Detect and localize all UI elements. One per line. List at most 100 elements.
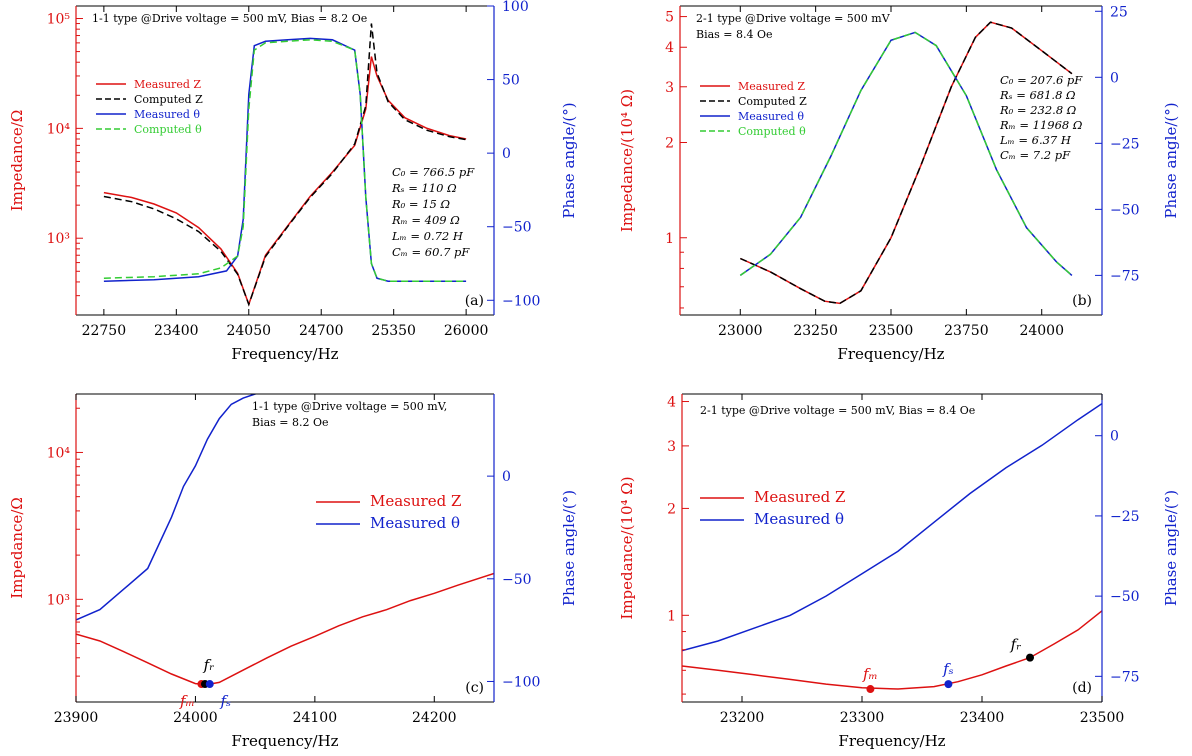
marker-label: fₛ (942, 660, 954, 678)
x-tick-label: 24000 (1019, 323, 1064, 339)
y-tick-label: 10⁵ (47, 12, 71, 28)
y-tick-label: 1 (665, 231, 674, 247)
marker-point (866, 685, 874, 693)
x-tick-label: 23200 (720, 710, 765, 726)
series-d-0 (682, 611, 1102, 689)
y2-tick-label: −75 (1110, 669, 1140, 685)
param-text: R₀ = 15 Ω (391, 197, 451, 211)
series-b-0 (740, 22, 1072, 303)
x-tick-label: 23400 (154, 323, 199, 339)
y-axis-label: Impedance/Ω (8, 497, 26, 599)
y-tick-label: 2 (665, 135, 674, 151)
y-tick-label: 4 (665, 40, 674, 56)
marker-point (1026, 654, 1034, 662)
series-c-1 (76, 390, 267, 620)
info-line-1: 2-1 type @Drive voltage = 500 mV, Bias =… (700, 404, 975, 417)
param-text: Rₘ = 409 Ω (391, 213, 460, 227)
x-axis-label: Frequency/Hz (231, 732, 338, 750)
x-tick-label: 24050 (226, 323, 271, 339)
y-tick-label: 10⁴ (47, 121, 71, 137)
y2-tick-label: 100 (502, 0, 529, 15)
legend-entry: Computed θ (738, 125, 806, 138)
y-tick-label: 4 (667, 395, 676, 411)
marker-label: fₘ (179, 692, 195, 710)
info-line-1: 2-1 type @Drive voltage = 500 mV (696, 12, 891, 25)
marker-label: fᵣ (1010, 636, 1022, 654)
y2-tick-label: −50 (1110, 589, 1140, 605)
panel-label: (b) (1072, 293, 1092, 309)
x-tick-label: 26000 (444, 323, 489, 339)
marker-label: fₛ (219, 692, 231, 710)
x-tick-label: 24100 (293, 710, 338, 726)
marker-label: fᵣ (203, 656, 215, 674)
x-tick-label: 25350 (371, 323, 416, 339)
x-axis-label: Frequency/Hz (231, 345, 338, 363)
legend-entry: Computed Z (738, 95, 807, 108)
legend-entry: Measured θ (754, 510, 844, 528)
x-tick-label: 24700 (299, 323, 344, 339)
x-tick-label: 23300 (840, 710, 885, 726)
x-tick-label: 23750 (944, 323, 989, 339)
y2-tick-label: −50 (502, 220, 532, 236)
y2-tick-label: −100 (502, 293, 540, 309)
param-text: Lₘ = 0.72 H (391, 229, 464, 243)
param-text: C₀ = 766.5 pF (392, 165, 475, 179)
x-axis-label: Frequency/Hz (837, 345, 944, 363)
y2-axis-label: Phase angle/(°) (1162, 102, 1180, 218)
y2-tick-label: −50 (1110, 202, 1140, 218)
series-a-1 (104, 24, 466, 305)
x-tick-label: 22750 (82, 323, 127, 339)
y2-tick-label: 0 (1110, 70, 1119, 86)
legend-entry: Computed Z (134, 93, 203, 106)
y-axis-label: Impedance/(10⁴ Ω) (618, 476, 636, 619)
x-tick-label: 23900 (54, 710, 99, 726)
x-tick-label: 23250 (793, 323, 838, 339)
legend-entry: Measured Z (370, 492, 461, 510)
y2-tick-label: −25 (1110, 509, 1140, 525)
info-line-1: 1-1 type @Drive voltage = 500 mV, Bias =… (92, 12, 367, 25)
legend-entry: Measured Z (754, 488, 845, 506)
series-d-1 (682, 404, 1102, 651)
param-text: Cₘ = 60.7 pF (392, 245, 470, 259)
y-tick-label: 3 (667, 439, 676, 455)
x-tick-label: 24200 (412, 710, 457, 726)
x-tick-label: 24000 (173, 710, 218, 726)
info-line-2: Bias = 8.4 Oe (696, 28, 773, 41)
param-text: Rₛ = 681.8 Ω (999, 88, 1076, 102)
series-c-0 (76, 574, 494, 685)
x-tick-label: 23400 (960, 710, 1005, 726)
y-tick-label: 10³ (47, 592, 70, 608)
info-line-2: Bias = 8.2 Oe (252, 416, 329, 429)
y2-axis-label: Phase angle/(°) (560, 102, 578, 218)
marker-point (944, 680, 952, 688)
y2-tick-label: 25 (1110, 4, 1128, 20)
y2-tick-label: −75 (1110, 268, 1140, 284)
marker-label: fₘ (862, 665, 878, 683)
marker-point (206, 680, 214, 688)
param-text: Rₛ = 110 Ω (391, 181, 457, 195)
y-axis-label: Impedance/Ω (8, 110, 26, 212)
x-tick-label: 23500 (1080, 710, 1125, 726)
info-line-1: 1-1 type @Drive voltage = 500 mV, (252, 400, 447, 413)
y2-tick-label: 0 (1110, 429, 1119, 445)
legend-entry: Measured Z (738, 80, 805, 93)
panel-label: (c) (465, 680, 484, 696)
series-b-1 (740, 22, 1072, 303)
legend-entry: Measured θ (370, 514, 460, 532)
panel-a: 22750 23400 24050 24700 25350 26000 10³ 10⁴ 10⁵ −… (8, 0, 578, 363)
y2-axis-label: Phase angle/(°) (1162, 490, 1180, 606)
y-tick-label: 5 (665, 10, 674, 26)
panel-c: 23900 24000 24100 24200 10³ 10⁴ −100 −50 0 Freque… (8, 390, 578, 750)
legend-entry: Measured θ (134, 108, 200, 121)
y2-tick-label: 0 (502, 469, 511, 485)
y-tick-label: 3 (665, 80, 674, 96)
x-tick-label: 23000 (718, 323, 763, 339)
y2-tick-label: 50 (502, 73, 520, 89)
param-text: C₀ = 207.6 pF (1000, 73, 1083, 87)
y-axis-label: Impedance/(10⁴ Ω) (618, 89, 636, 232)
y-tick-label: 1 (667, 608, 676, 624)
param-text: Cₘ = 7.2 pF (1000, 148, 1071, 162)
param-text: R₀ = 232.8 Ω (999, 103, 1077, 117)
panel-b: 23000 23250 23500 23750 24000 1 2 3 4 5 −75 −50 −25 0… (618, 4, 1180, 363)
